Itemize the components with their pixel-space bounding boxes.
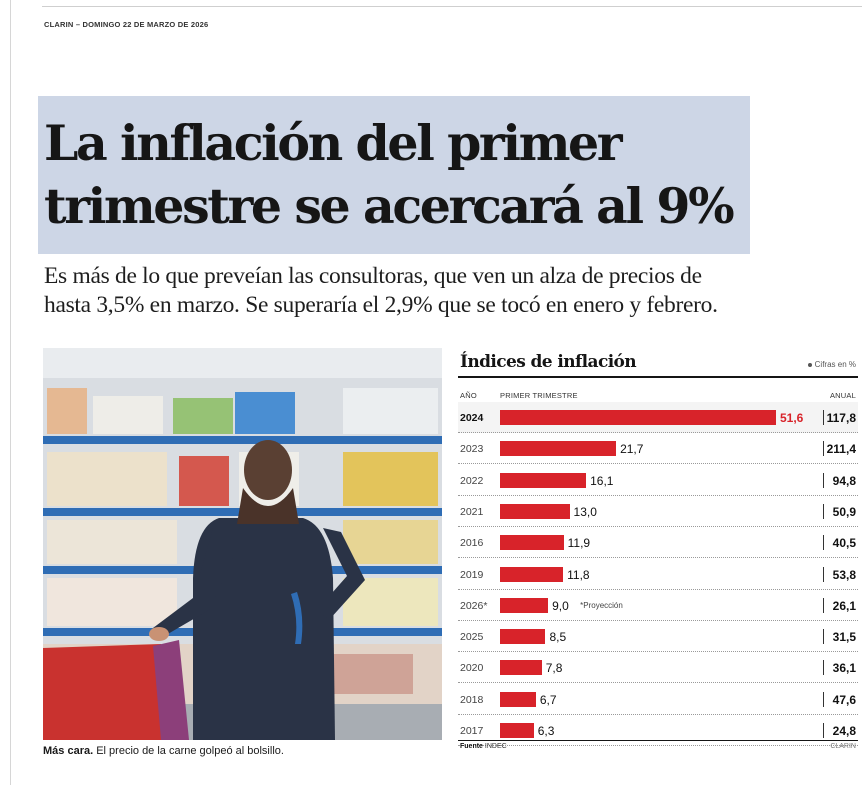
- chart-row: 2024 51,6 117,8: [458, 402, 858, 433]
- year-label: 2016: [460, 537, 484, 550]
- bar: [500, 723, 534, 738]
- inflation-chart: Índices de inflación Cifras en % AÑO PRI…: [458, 350, 858, 755]
- year-label: 2020: [460, 662, 484, 675]
- annual-value: 24,8: [832, 724, 856, 738]
- column-header-year: AÑO: [460, 391, 477, 400]
- page-edge: [10, 0, 11, 785]
- chart-units-note: Cifras en %: [807, 360, 856, 369]
- column-header-quarter: PRIMER TRIMESTRE: [500, 391, 578, 400]
- chart-row: 2016 11,9 40,5: [458, 527, 858, 559]
- chart-source: Fuente INDEC: [460, 743, 507, 750]
- headline-line-1: La inflación del primer: [44, 114, 623, 172]
- chart-row: 2026* 9,0 *Proyección 26,1: [458, 590, 858, 621]
- bar: [500, 691, 536, 707]
- column-separator: [823, 629, 824, 645]
- bullet-icon: [807, 362, 812, 367]
- bar: [500, 597, 549, 613]
- subheadline-line-2: hasta 3,5% en marzo. Se superaría el 2,9…: [44, 292, 718, 318]
- photo-caption: Más cara. El precio de la carne golpeó a…: [43, 745, 284, 757]
- chart-row: 2017 6,3 24,8: [458, 715, 858, 746]
- bar-value-label: 9,0: [552, 598, 569, 613]
- chart-brand: CLARIN: [830, 743, 856, 750]
- bar: [500, 441, 617, 457]
- annual-value: 40,5: [832, 536, 856, 551]
- column-separator: [823, 472, 824, 488]
- bar: [500, 535, 564, 551]
- column-header-annual: ANUAL: [829, 391, 856, 400]
- year-label: 2021: [460, 505, 484, 518]
- chart-title: Índices de inflación: [460, 352, 637, 372]
- chart-row: 2019 11,8 53,8: [458, 559, 858, 590]
- annual-value: 117,8: [826, 411, 856, 425]
- annual-value: 47,6: [832, 692, 856, 707]
- column-separator: [823, 503, 824, 519]
- bar-value-label: 8,5: [549, 630, 567, 645]
- column-separator: [823, 691, 824, 707]
- bar-value-label: 51,6: [780, 411, 804, 425]
- headline-highlight: [38, 96, 750, 254]
- bar-value-label: 21,7: [620, 442, 644, 457]
- year-label: 2024: [460, 412, 484, 424]
- year-label: 2019: [460, 568, 484, 581]
- chart-row: 2023 21,7 211,4: [458, 433, 858, 465]
- bar: [500, 410, 776, 425]
- subheadline: Es más de lo que preveían las consultora…: [44, 262, 834, 320]
- column-separator: [823, 410, 824, 425]
- annual-value: 50,9: [832, 504, 856, 519]
- chart-row: 2025 8,5 31,5: [458, 621, 858, 653]
- bar: [500, 472, 587, 488]
- chart-top-rule: [458, 376, 858, 378]
- annual-value: 94,8: [832, 473, 856, 488]
- year-label: 2022: [460, 474, 484, 487]
- chart-bottom-rule: [458, 740, 858, 741]
- bar-value-label: 11,8: [567, 567, 590, 582]
- bar: [500, 629, 546, 645]
- top-rule: [42, 6, 862, 7]
- column-separator: [823, 566, 824, 582]
- headline: La inflación del primer trimestre se ace…: [44, 112, 824, 238]
- bar: [500, 566, 564, 582]
- caption-lead: Más cara.: [43, 745, 94, 757]
- column-separator: [823, 660, 824, 676]
- bar-value-label: 7,8: [545, 661, 563, 676]
- year-label: 2026*: [460, 599, 488, 612]
- source-label: Fuente: [460, 743, 483, 750]
- column-separator: [823, 723, 824, 738]
- column-separator: [823, 597, 824, 613]
- supermarket-photo: [43, 348, 442, 740]
- chart-row: 2018 6,7 47,6: [458, 684, 858, 715]
- chart-row: 2022 16,1 94,8: [458, 465, 858, 496]
- bar-value-label: 11,9: [567, 536, 591, 551]
- year-label: 2017: [460, 725, 484, 737]
- bar: [500, 503, 570, 519]
- caption-text: El precio de la carne golpeó al bolsillo…: [93, 745, 284, 757]
- bar-value-label: 6,7: [539, 692, 557, 707]
- bar-value-label: 13,0: [573, 504, 597, 519]
- chart-row: 2020 7,8 36,1: [458, 652, 858, 684]
- chart-units-text: Cifras en %: [814, 360, 856, 369]
- bar-value-label: 6,3: [537, 724, 555, 738]
- column-separator: [823, 441, 824, 457]
- chart-row: 2021 13,0 50,9: [458, 496, 858, 527]
- year-label: 2023: [460, 443, 484, 456]
- column-separator: [823, 535, 824, 551]
- projection-note: *Proyección: [580, 600, 623, 610]
- headline-line-2: trimestre se acercará al 9%: [44, 177, 735, 235]
- annual-value: 211,4: [826, 442, 856, 457]
- source-name: INDEC: [484, 743, 507, 750]
- bar: [500, 660, 542, 676]
- dateline: CLARIN – DOMINGO 22 DE MARZO DE 2026: [44, 20, 209, 29]
- annual-value: 31,5: [832, 630, 856, 645]
- bar-value-label: 16,1: [590, 473, 614, 488]
- annual-value: 36,1: [832, 661, 856, 676]
- year-label: 2025: [460, 631, 484, 644]
- subheadline-line-1: Es más de lo que preveían las consultora…: [44, 263, 702, 289]
- annual-value: 26,1: [832, 598, 856, 613]
- year-label: 2018: [460, 693, 484, 706]
- annual-value: 53,8: [832, 567, 856, 582]
